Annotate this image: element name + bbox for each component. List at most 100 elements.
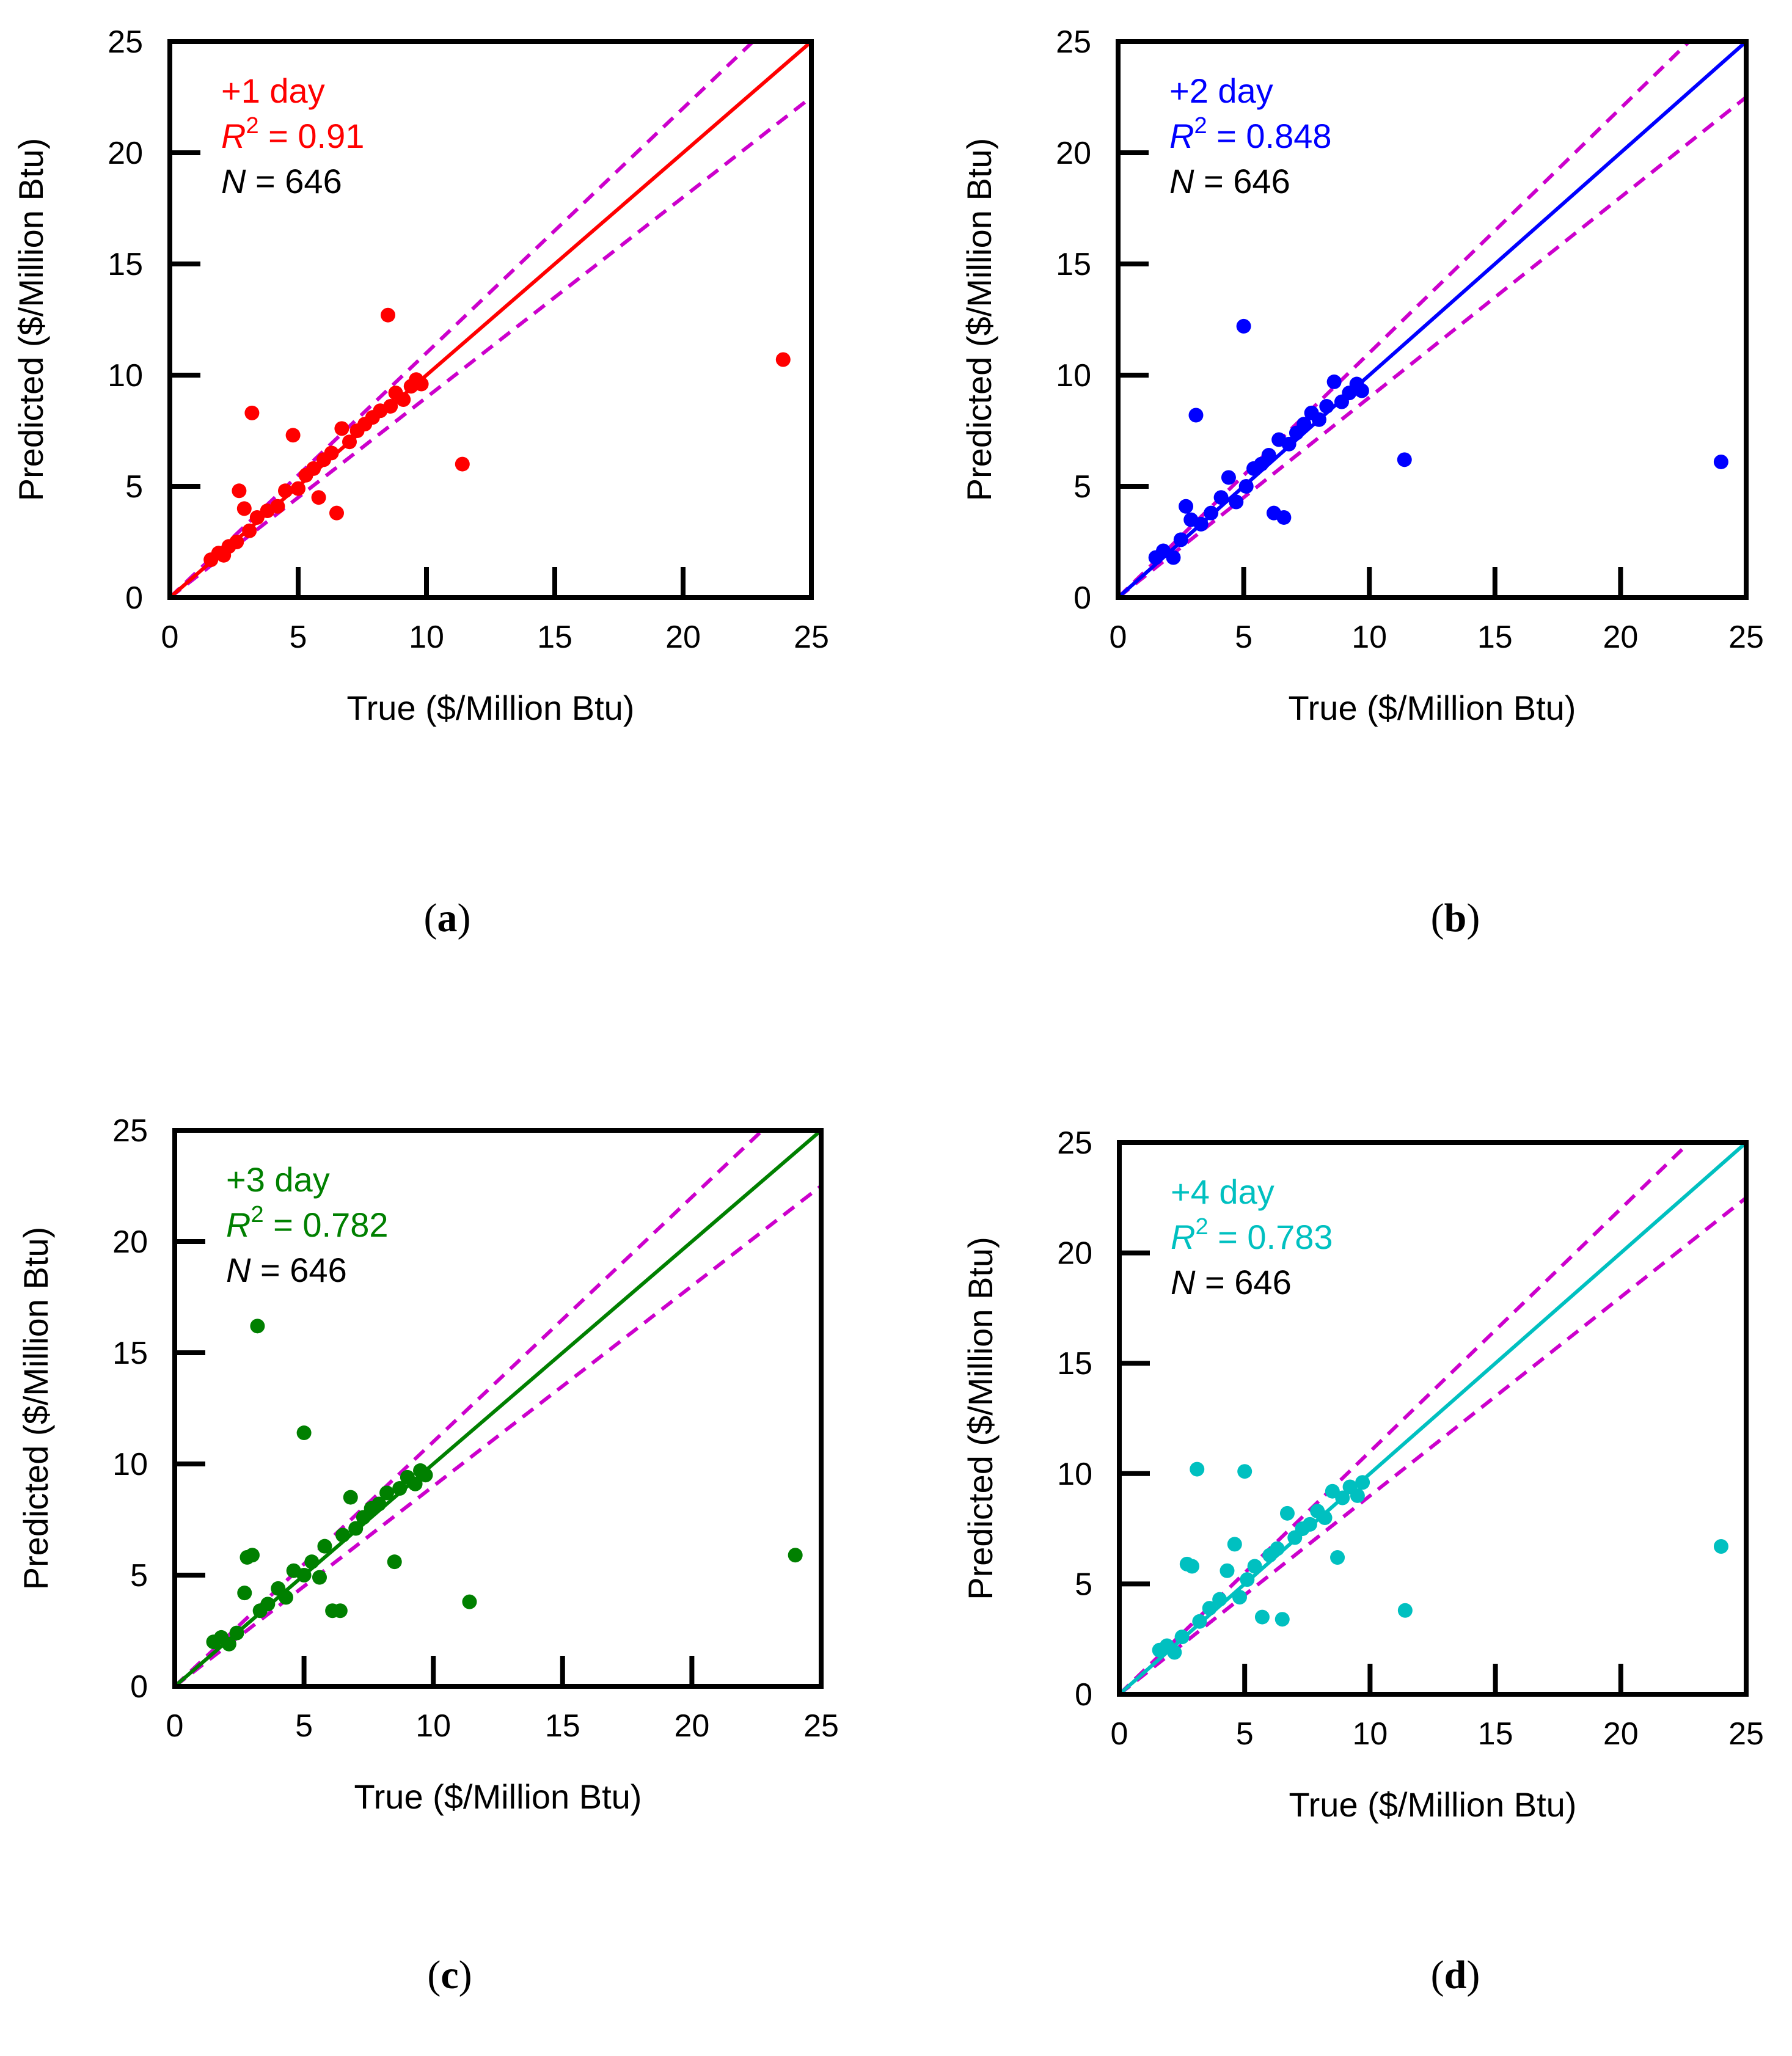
x-tick-label: 10	[1351, 620, 1387, 655]
data-point	[232, 483, 247, 499]
data-point	[1275, 1612, 1290, 1627]
data-point	[329, 505, 344, 521]
data-point	[236, 501, 252, 516]
x-tick-label: 5	[1236, 1716, 1254, 1752]
data-point	[296, 1568, 312, 1582]
data-point	[371, 1496, 387, 1512]
data-point	[1326, 374, 1342, 389]
data-point	[1188, 408, 1204, 423]
data-point	[229, 535, 244, 549]
data-point	[244, 405, 260, 420]
data-point	[1227, 1537, 1242, 1552]
x-tick-label: 10	[409, 620, 444, 655]
plot-frame	[172, 1128, 824, 1689]
data-point	[1330, 1550, 1345, 1565]
data-point	[1179, 499, 1194, 514]
data-point	[788, 1548, 803, 1563]
identity-line	[1118, 42, 1746, 598]
data-point	[392, 1481, 408, 1496]
data-point	[1317, 1510, 1333, 1526]
data-point	[1319, 398, 1334, 414]
x-axis-label: True ($/Million Btu)	[1289, 689, 1576, 727]
y-tick-label: 25	[1056, 24, 1091, 60]
data-point	[1279, 1505, 1295, 1521]
scatter-chart-b: 0 5 10 15 20 25 0 5 10 15 20 25 True ($/Million Btu)…	[960, 24, 1764, 727]
y-tick-label: 0	[130, 1669, 148, 1705]
data-point	[387, 1554, 402, 1570]
data-point	[1229, 494, 1244, 510]
y-tick-label: 25	[112, 1113, 148, 1149]
plot-frame	[1116, 39, 1749, 600]
data-point	[1238, 479, 1254, 494]
horizon-label: +4 day	[1171, 1173, 1275, 1211]
data-point	[343, 1490, 358, 1505]
x-tick-label: 10	[415, 1708, 451, 1744]
upper-bound-line	[170, 42, 756, 598]
plot-area	[170, 42, 811, 598]
data-point	[244, 1548, 260, 1563]
data-point	[278, 483, 293, 499]
y-tick-label: 15	[108, 247, 143, 282]
data-point	[334, 421, 349, 436]
x-tick-label: 20	[674, 1708, 709, 1744]
x-tick-label: 25	[1728, 1716, 1764, 1752]
data-point	[1174, 1630, 1190, 1645]
data-point	[221, 1636, 236, 1652]
lower-bound-line	[1119, 1196, 1746, 1694]
data-point	[1276, 510, 1292, 525]
x-tick-label: 20	[1603, 1716, 1639, 1752]
data-point	[1193, 516, 1209, 532]
data-point	[1173, 532, 1188, 547]
x-tick-label: 5	[295, 1708, 313, 1744]
y-tick-label: 5	[1075, 1567, 1092, 1602]
data-point	[1397, 1603, 1413, 1618]
x-tick-label: 15	[1477, 620, 1513, 655]
data-point	[296, 1425, 312, 1441]
x-axis-label: True ($/Million Btu)	[347, 689, 635, 727]
data-point	[1202, 1601, 1217, 1616]
data-point	[381, 307, 395, 323]
sample-size-label: N = 646	[1171, 1263, 1292, 1301]
data-point	[1355, 1475, 1370, 1490]
panel-a: 0 5 10 15 20 25 0 5 10 15 20 25 True ($/Million Btu)…	[0, 0, 896, 1002]
data-point	[383, 398, 398, 414]
data-point	[1236, 318, 1251, 334]
y-axis-label: Predicted ($/Million Btu)	[960, 138, 998, 501]
y-tick-label: 20	[1056, 136, 1091, 171]
data-point	[1397, 452, 1412, 467]
sample-size-label: N = 646	[1169, 162, 1290, 200]
data-point	[418, 1468, 433, 1483]
y-tick-label: 0	[1075, 1677, 1092, 1713]
y-tick-label: 10	[112, 1447, 148, 1482]
x-tick-label: 0	[1111, 1716, 1128, 1752]
lower-bound-line	[170, 95, 811, 598]
data-point	[1713, 1538, 1728, 1554]
y-tick-label: 20	[108, 136, 143, 171]
r-squared-label: R2 = 0.848	[1169, 113, 1332, 155]
x-tick-label: 5	[290, 620, 307, 655]
horizon-label: +3 day	[226, 1160, 330, 1199]
caption-letter: c	[441, 1953, 459, 1997]
data-point	[317, 1538, 332, 1554]
data-point	[312, 1570, 327, 1585]
y-tick-label: 5	[1073, 469, 1091, 505]
horizon-label: +2 day	[1169, 71, 1273, 110]
panel-caption-b: (b)	[1430, 896, 1480, 940]
plot-area	[1118, 42, 1746, 598]
sample-size-label: N = 646	[226, 1251, 347, 1289]
data-point	[1254, 1609, 1270, 1625]
panel-caption-d: (d)	[1430, 1953, 1480, 1997]
y-tick-label: 0	[1073, 580, 1091, 616]
data-point	[332, 1603, 348, 1619]
panel-caption-a: (a)	[423, 896, 471, 940]
y-tick-label: 20	[1057, 1236, 1092, 1271]
data-point	[1237, 1464, 1253, 1479]
x-tick-label: 0	[1110, 620, 1127, 655]
x-tick-label: 15	[545, 1708, 580, 1744]
data-point	[342, 434, 357, 450]
data-point	[291, 481, 305, 496]
y-tick-label: 5	[130, 1558, 148, 1593]
data-point	[237, 1586, 252, 1601]
data-point	[1185, 1559, 1200, 1574]
data-point	[396, 392, 411, 408]
